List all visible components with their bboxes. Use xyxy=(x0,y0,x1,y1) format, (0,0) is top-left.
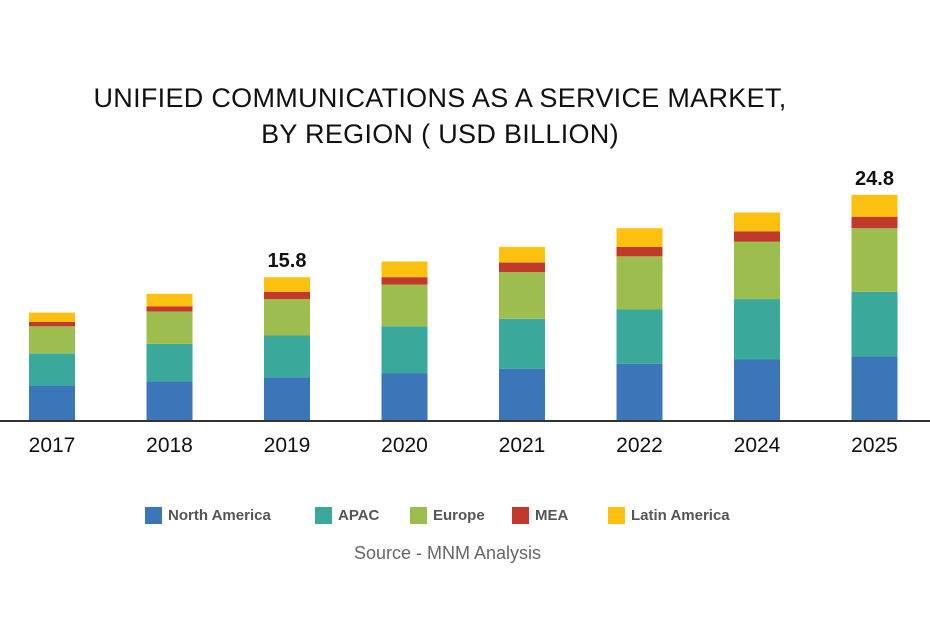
bar-segment-2024-latin-america xyxy=(734,212,780,232)
bar-segment-2019-europe xyxy=(264,299,310,336)
legend-swatch xyxy=(410,506,427,524)
x-tick-label: 2019 xyxy=(264,434,311,457)
x-tick-label: 2018 xyxy=(146,434,193,457)
legend-label: North America xyxy=(168,506,271,524)
legend-swatch xyxy=(608,506,625,524)
legend-label: Europe xyxy=(433,506,485,524)
bar-segment-2021-europe xyxy=(499,271,545,319)
legend-swatch xyxy=(512,506,529,524)
bar-segment-2022-mea xyxy=(616,246,663,257)
bar-segment-2017-mea xyxy=(29,322,75,327)
legend-label: Latin America xyxy=(631,506,730,524)
bar-segment-2021-mea xyxy=(499,262,545,272)
x-tick-label: 2020 xyxy=(381,434,428,457)
bar-segment-2025-apac xyxy=(851,291,898,357)
bar-segment-2021-apac xyxy=(499,318,545,369)
bar-segment-2018-north-america xyxy=(146,381,193,421)
legend-item-mea: MEA xyxy=(512,505,568,525)
bar-segment-2025-europe xyxy=(851,228,898,292)
bar-segment-2021-latin-america xyxy=(499,246,545,263)
legend-item-apac: APAC xyxy=(315,505,379,525)
legend-swatch xyxy=(145,506,162,524)
bar-segment-2024-europe xyxy=(734,241,780,299)
bar-segment-2025-latin-america xyxy=(851,194,898,217)
bar-segment-2022-europe xyxy=(616,256,663,310)
bar-segment-2020-latin-america xyxy=(381,261,428,278)
bar-segment-2018-apac xyxy=(146,343,193,382)
data-label-2019: 15.8 xyxy=(268,250,307,272)
bar-segment-2025-mea xyxy=(851,216,898,229)
bar-segment-2018-europe xyxy=(146,311,193,344)
bar-segment-2024-north-america xyxy=(734,359,780,421)
bar-segment-2018-mea xyxy=(146,306,193,312)
bar-segment-2024-mea xyxy=(734,231,780,242)
x-tick-label: 2022 xyxy=(616,434,663,457)
chart-title-line-2: BY REGION ( USD BILLION) xyxy=(261,119,619,149)
chart-title: UNIFIED COMMUNICATIONS AS A SERVICE MARK… xyxy=(0,80,880,152)
bar-segment-2020-europe xyxy=(381,284,428,327)
bar-segment-2021-north-america xyxy=(499,368,545,421)
bar-segment-2017-north-america xyxy=(29,385,75,421)
legend-item-latin-america: Latin America xyxy=(608,505,730,525)
source-note: Source - MNM Analysis xyxy=(353,543,542,563)
bar-segment-2019-apac xyxy=(264,335,310,378)
bar-segment-2024-apac xyxy=(734,299,780,360)
legend-swatch xyxy=(315,506,332,524)
bar-segment-2020-north-america xyxy=(381,373,428,421)
bar-segment-2022-north-america xyxy=(616,363,663,421)
data-label-2025: 24.8 xyxy=(855,168,894,190)
x-tick-label: 2017 xyxy=(29,434,76,457)
bar-segment-2022-latin-america xyxy=(616,228,663,247)
bar-segment-2020-mea xyxy=(381,277,428,285)
bar-segment-2019-north-america xyxy=(264,377,310,421)
bar-segment-2017-apac xyxy=(29,353,75,386)
bar-segment-2019-mea xyxy=(264,291,310,300)
legend-label: MEA xyxy=(535,506,569,524)
chart-title-line-1: UNIFIED COMMUNICATIONS AS A SERVICE MARK… xyxy=(93,83,787,113)
bar-segment-2018-latin-america xyxy=(146,293,193,307)
bar-segment-2020-apac xyxy=(381,326,428,374)
bar-segment-2025-north-america xyxy=(851,356,898,421)
bar-segment-2017-europe xyxy=(29,326,75,354)
legend-item-europe: Europe xyxy=(410,505,485,525)
legend-label: APAC xyxy=(338,506,380,524)
bar-segment-2022-apac xyxy=(616,309,663,364)
bar-segment-2019-latin-america xyxy=(264,277,310,292)
x-tick-label: 2024 xyxy=(734,434,781,457)
x-tick-label: 2025 xyxy=(851,434,898,457)
legend-item-north-america: North America xyxy=(145,505,271,525)
x-tick-label: 2021 xyxy=(499,434,546,457)
bar-segment-2017-latin-america xyxy=(29,312,75,322)
